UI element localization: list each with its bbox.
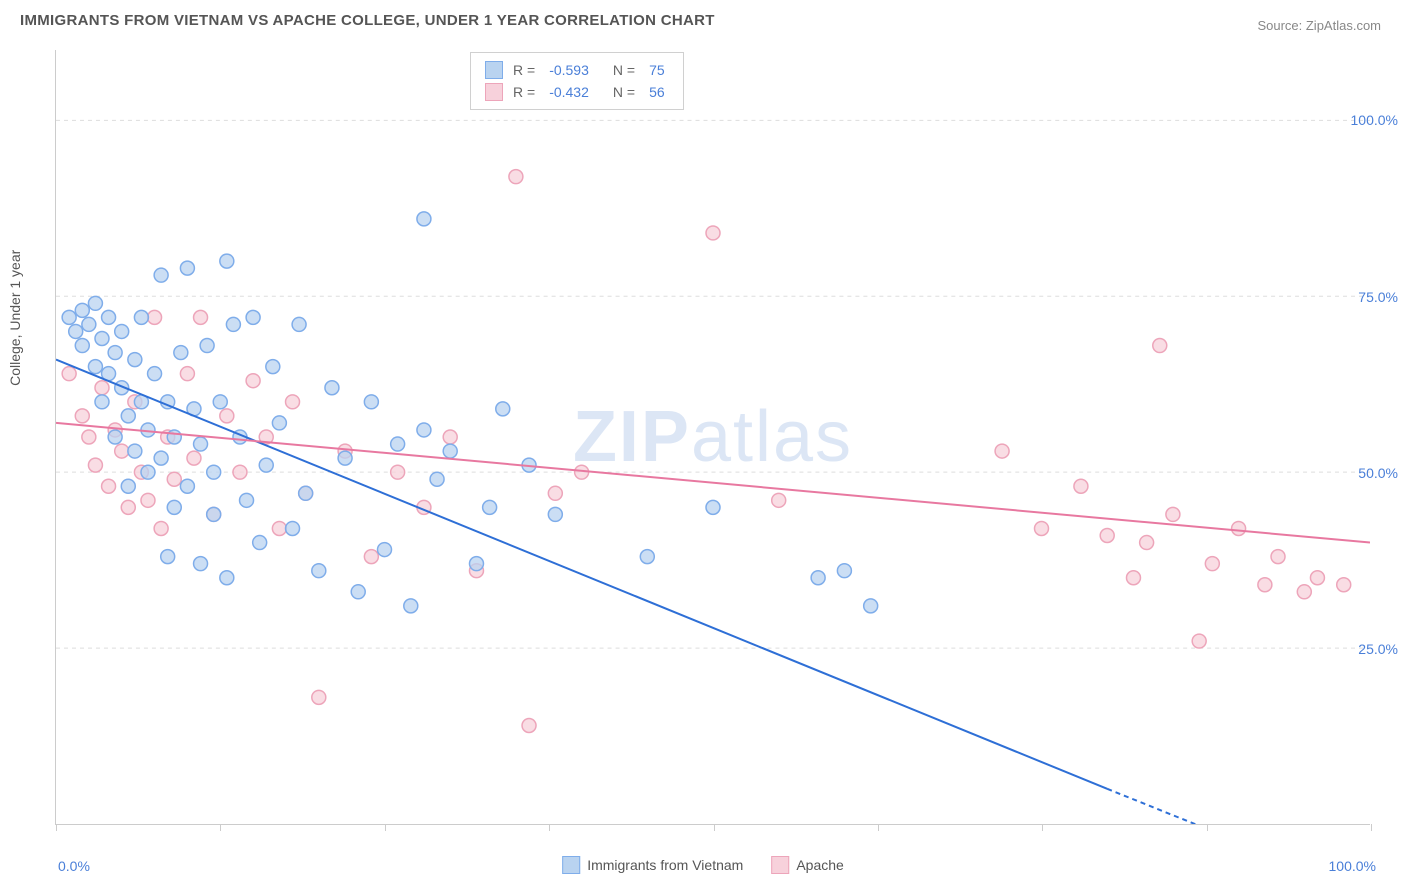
- chart-container: IMMIGRANTS FROM VIETNAM VS APACHE COLLEG…: [0, 0, 1406, 892]
- y-tick-label: 100.0%: [1351, 112, 1398, 128]
- legend-row-b: R = -0.432 N = 56: [485, 81, 669, 103]
- legend-n-value-b: 56: [649, 84, 665, 100]
- legend-n-label-a: N =: [613, 62, 635, 78]
- x-tick: [56, 824, 57, 831]
- x-tick: [385, 824, 386, 831]
- legend-swatch-b2: [771, 856, 789, 874]
- y-tick-label: 50.0%: [1358, 465, 1398, 481]
- x-tick: [1207, 824, 1208, 831]
- y-tick-label: 25.0%: [1358, 641, 1398, 657]
- legend-label-b: Apache: [796, 857, 843, 873]
- chart-title: IMMIGRANTS FROM VIETNAM VS APACHE COLLEG…: [20, 12, 715, 29]
- legend-series: Immigrants from Vietnam Apache: [562, 856, 844, 874]
- legend-row-a: R = -0.593 N = 75: [485, 59, 669, 81]
- legend-n-label-b: N =: [613, 84, 635, 100]
- x-axis-max-label: 100.0%: [1329, 858, 1376, 874]
- legend-item-a: Immigrants from Vietnam: [562, 856, 743, 874]
- legend-n-value-a: 75: [649, 62, 665, 78]
- legend-correlation: R = -0.593 N = 75 R = -0.432 N = 56: [470, 52, 684, 110]
- legend-swatch-a2: [562, 856, 580, 874]
- y-axis-title: College, Under 1 year: [7, 250, 23, 386]
- legend-r-value-a: -0.593: [549, 62, 589, 78]
- legend-r-label-b: R =: [513, 84, 535, 100]
- legend-item-b: Apache: [771, 856, 843, 874]
- legend-label-a: Immigrants from Vietnam: [587, 857, 743, 873]
- x-tick: [220, 824, 221, 831]
- x-tick: [1042, 824, 1043, 831]
- source-label: Source: ZipAtlas.com: [1257, 18, 1381, 33]
- y-tick-label: 75.0%: [1358, 289, 1398, 305]
- legend-swatch-b: [485, 83, 503, 101]
- x-axis-min-label: 0.0%: [58, 858, 90, 874]
- x-tick: [878, 824, 879, 831]
- x-tick: [1371, 824, 1372, 831]
- legend-r-label-a: R =: [513, 62, 535, 78]
- plot-area: ZIPatlas: [55, 50, 1370, 825]
- plot-svg: [56, 50, 1370, 824]
- x-tick: [714, 824, 715, 831]
- legend-r-value-b: -0.432: [549, 84, 589, 100]
- x-tick: [549, 824, 550, 831]
- legend-swatch-a: [485, 61, 503, 79]
